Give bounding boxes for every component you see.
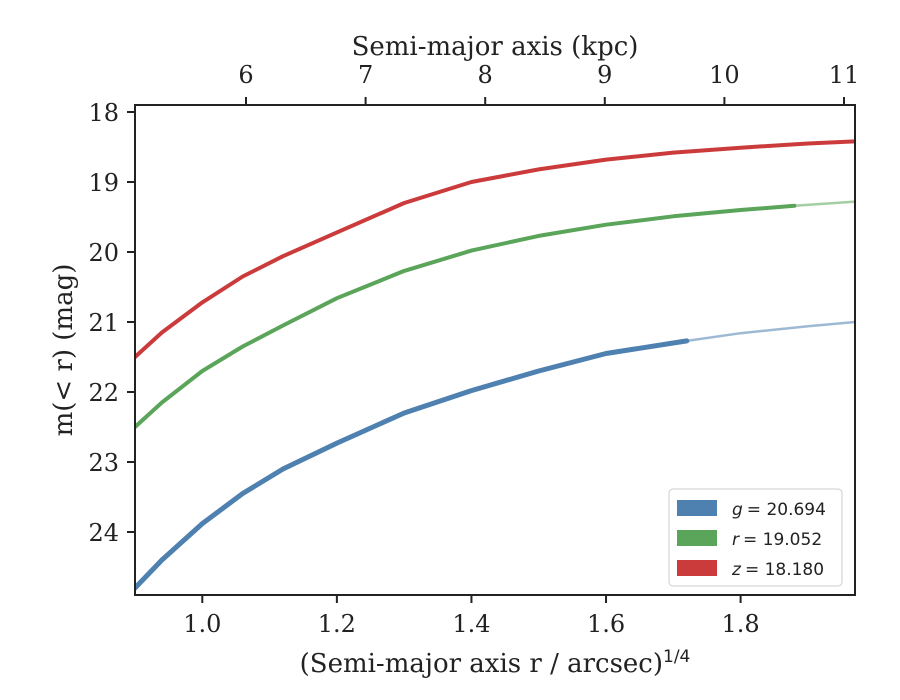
top-axis-label: Semi-major axis (kpc) <box>352 32 639 62</box>
legend-label-g: g = 20.694 <box>732 500 826 520</box>
legend: g = 20.694 r = 19.052 z = 18.180 <box>668 488 843 587</box>
top-tick-label: 9 <box>597 61 612 89</box>
bottom-axis-label-main: (Semi-major axis r / arcsec) <box>300 649 663 679</box>
y-tick-label: 18 <box>88 99 119 127</box>
series-line-extension-g <box>685 320 855 343</box>
top-tick-label: 11 <box>829 61 860 89</box>
x-tick-label: 1.4 <box>452 610 490 638</box>
y-tick-label: 22 <box>88 379 119 407</box>
y-tick-label: 20 <box>88 239 119 267</box>
series-line-z <box>135 139 855 359</box>
top-tick-label: 8 <box>478 61 493 89</box>
legend-swatch-r <box>677 530 717 546</box>
x-tick-label: 1.6 <box>587 610 625 638</box>
plot-area <box>135 139 855 591</box>
plot-frame <box>134 104 856 596</box>
legend-label-z: z = 18.180 <box>731 560 824 580</box>
y-axis-label: m(< r) (mag) <box>49 264 79 437</box>
y-tick-label: 24 <box>88 519 119 547</box>
y-tick-label: 21 <box>88 309 119 337</box>
series-line-extension-r <box>793 200 855 208</box>
top-tick-label: 7 <box>358 61 373 89</box>
legend-label-r: r = 19.052 <box>732 530 822 550</box>
bottom-axis-label: (Semi-major axis r / arcsec)1/4 <box>300 647 691 679</box>
legend-swatch-g <box>677 500 717 516</box>
legend-swatch-z <box>677 560 717 576</box>
x-tick-label: 1.8 <box>722 610 760 638</box>
y-tick-label: 19 <box>88 169 119 197</box>
series-line-g <box>135 338 690 591</box>
top-tick-label: 6 <box>238 61 253 89</box>
series-line-r <box>135 203 797 429</box>
bottom-axis-label-exponent: 1/4 <box>663 647 690 667</box>
x-tick-label: 1.2 <box>318 610 356 638</box>
x-tick-label: 1.0 <box>183 610 221 638</box>
axis-ticks: 1.0 1.2 1.4 1.6 1.8 18 19 20 21 22 23 24 6 7 8 9 10 11 <box>88 61 859 638</box>
top-tick-label: 10 <box>709 61 740 89</box>
y-tick-label: 23 <box>88 449 119 477</box>
